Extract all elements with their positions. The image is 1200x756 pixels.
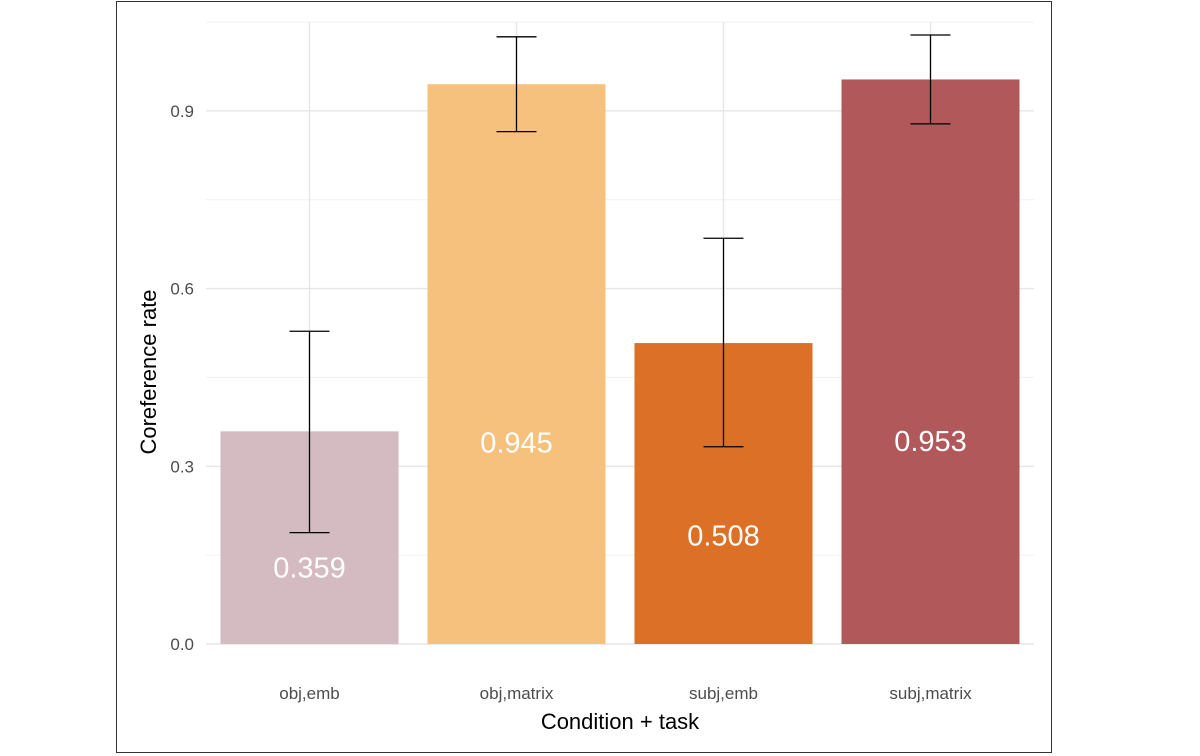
x-axis-title: Condition + task [541,709,700,734]
value-label: 0.508 [687,521,760,553]
value-label: 0.359 [273,552,346,584]
y-tick-label: 0.9 [170,102,194,121]
tick-labels: obj,emb obj,matrix subj,emb subj,matrix 0.0 0… [170,102,972,703]
value-label: 0.953 [894,426,967,458]
y-tick-label: 0.3 [170,457,194,476]
bar-subj-matrix [841,79,1020,645]
x-tick-label: obj,emb [279,684,339,703]
value-label: 0.945 [480,427,553,459]
x-tick-label: subj,emb [689,684,758,703]
value-labels: 0.359 0.945 0.508 0.953 [273,426,967,585]
x-tick-label: subj,matrix [889,684,972,703]
error-bars [289,34,951,534]
y-axis-title: Coreference rate [136,289,161,454]
x-tick-label: obj,matrix [480,684,554,703]
y-tick-label: 0.0 [170,635,194,654]
y-tick-label: 0.6 [170,280,194,299]
bar-obj-matrix [427,84,606,644]
